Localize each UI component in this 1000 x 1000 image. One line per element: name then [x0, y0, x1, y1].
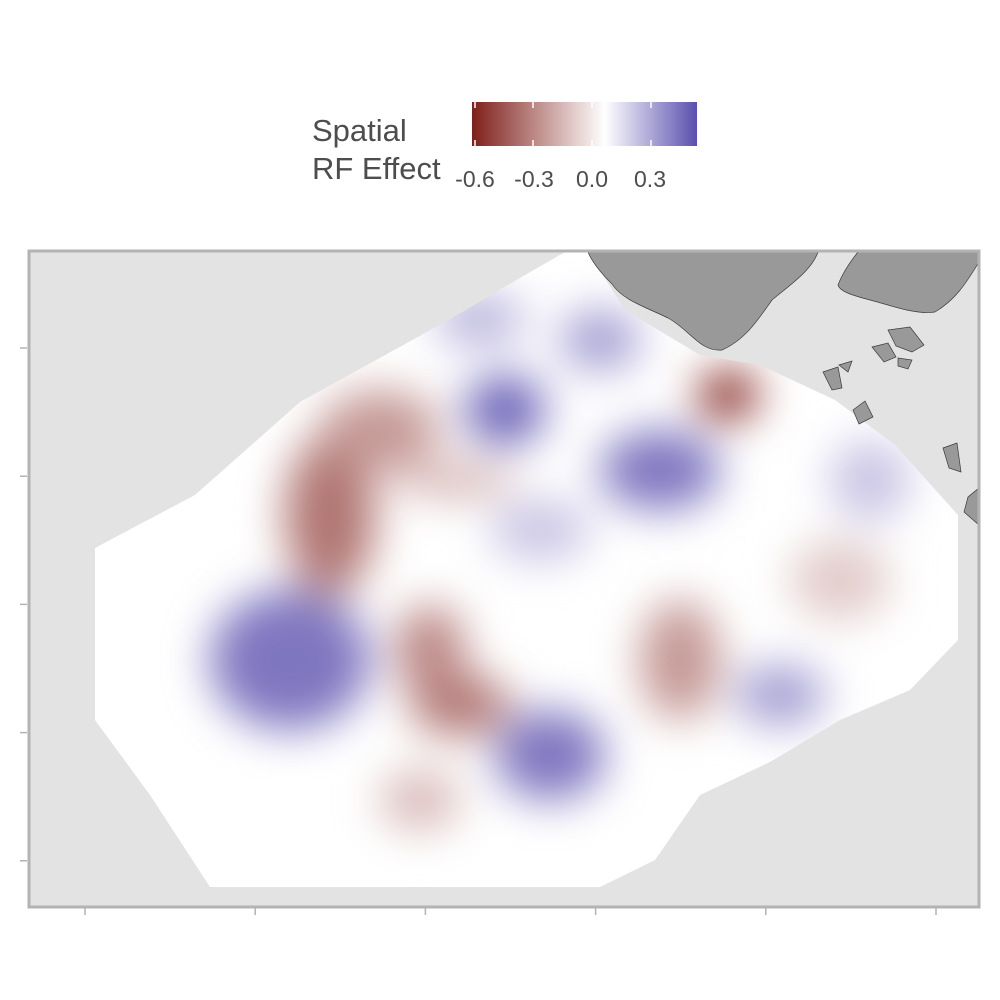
- island-4: [822, 366, 843, 391]
- effect-hotspot: [560, 310, 640, 370]
- effect-hotspot: [380, 770, 460, 830]
- island-6: [852, 400, 874, 425]
- effect-hotspot: [320, 390, 440, 470]
- effect-hotspot: [490, 500, 590, 560]
- island-3: [897, 357, 913, 370]
- effect-hotspot: [465, 375, 545, 445]
- landmass-east: [963, 487, 979, 526]
- effect-hotspot: [210, 590, 370, 730]
- legend-title-line1: Spatial: [312, 113, 407, 148]
- legend-title-line2: RF Effect: [312, 151, 441, 186]
- map-panel-border: [27, 249, 981, 909]
- legend-colorbar: [472, 102, 697, 146]
- coastline-land: [587, 251, 979, 526]
- effect-hotspot: [640, 600, 720, 720]
- effect-hotspot: [395, 605, 465, 695]
- effect-hotspot: [495, 710, 605, 800]
- effect-hotspot: [395, 465, 515, 495]
- landmass-northeast: [837, 251, 979, 313]
- effect-hotspot: [600, 430, 720, 510]
- legend-label-zero: 0.0: [576, 166, 608, 192]
- legend-label-pos03: 0.3: [634, 166, 666, 192]
- effect-hotspot: [698, 371, 758, 419]
- island-1: [887, 326, 925, 353]
- island-5: [838, 360, 853, 373]
- legend-label-neg03: -0.3: [514, 166, 554, 192]
- island-2: [871, 342, 897, 363]
- island-7: [942, 442, 962, 473]
- effect-hotspot: [735, 665, 825, 725]
- legend-label-neg06: -0.6: [455, 166, 495, 192]
- effect-hotspot: [830, 440, 910, 520]
- axis-ticks: [20, 347, 937, 915]
- effect-hotspot: [285, 435, 375, 595]
- landmass-north: [587, 251, 819, 351]
- legend-title: Spatial RF Effect: [312, 112, 441, 188]
- effect-hotspot: [790, 540, 890, 620]
